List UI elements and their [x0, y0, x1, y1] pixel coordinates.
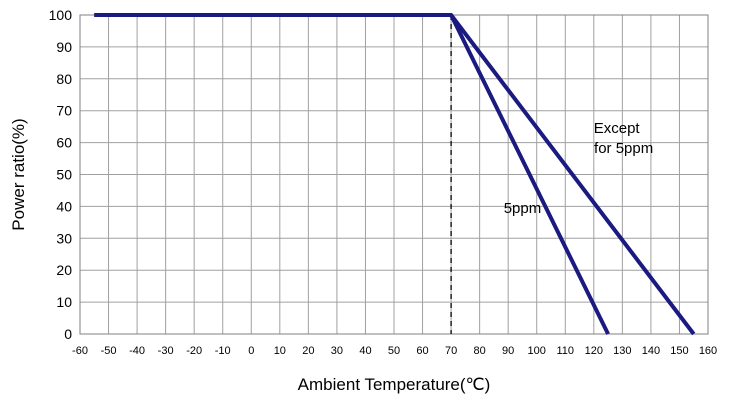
- x-tick-label: 140: [642, 345, 660, 357]
- y-tick-label: 60: [56, 135, 72, 151]
- x-tick-label: 60: [416, 345, 428, 357]
- x-axis-title: Ambient Temperature(℃): [298, 375, 491, 394]
- x-tick-label: 90: [502, 345, 514, 357]
- annotations: Except for 5ppm 5ppm: [504, 120, 654, 217]
- x-tick-label: 70: [445, 345, 457, 357]
- annotation-line: for 5ppm: [594, 140, 653, 157]
- x-tick-label: 150: [670, 345, 688, 357]
- annotation-label: 5ppm: [504, 200, 542, 217]
- x-tick-label: 120: [585, 345, 603, 357]
- annotation-line: Except: [594, 120, 641, 137]
- x-tick-label: -10: [215, 345, 231, 357]
- y-axis-title: Power ratio(%): [9, 118, 28, 230]
- y-tick-label: 40: [56, 198, 72, 214]
- series-lines: [94, 13, 696, 336]
- x-tick-label: -60: [72, 345, 88, 357]
- y-tick-label: 30: [56, 230, 72, 246]
- x-tick-labels: -60 -50 -40 -30 -20 -10 0 10 20 30 40 50 60 70 80 90 100…: [72, 345, 717, 357]
- y-tick-label: 0: [64, 326, 72, 342]
- x-tick-label: 80: [474, 345, 486, 357]
- x-tick-label: 0: [248, 345, 254, 357]
- x-tick-label: 20: [302, 345, 314, 357]
- y-tick-label: 50: [56, 167, 72, 183]
- x-tick-label: -50: [101, 345, 117, 357]
- y-tick-label: 100: [49, 7, 73, 23]
- x-tick-label: 50: [388, 345, 400, 357]
- x-tick-label: 160: [699, 345, 717, 357]
- x-tick-label: 130: [613, 345, 631, 357]
- x-tick-label: 30: [331, 345, 343, 357]
- grid-lines: [79, 14, 709, 335]
- y-tick-label: 90: [56, 39, 72, 55]
- annotation-label: Except for 5ppm: [594, 120, 654, 157]
- x-tick-label: 100: [528, 345, 546, 357]
- y-tick-labels: 0 10 20 30 40 50 60 70 80 90 100: [49, 7, 73, 342]
- series-line: [94, 13, 696, 336]
- x-tick-label: -30: [158, 345, 174, 357]
- x-tick-label: 10: [274, 345, 286, 357]
- y-tick-label: 10: [56, 294, 72, 310]
- x-tick-label: 110: [556, 345, 574, 357]
- annotation-line: 5ppm: [504, 200, 542, 217]
- y-tick-label: 80: [56, 71, 72, 87]
- x-tick-label: -40: [129, 345, 145, 357]
- y-tick-label: 20: [56, 262, 72, 278]
- x-tick-label: -20: [186, 345, 202, 357]
- y-tick-label: 70: [56, 103, 72, 119]
- x-tick-label: 40: [359, 345, 371, 357]
